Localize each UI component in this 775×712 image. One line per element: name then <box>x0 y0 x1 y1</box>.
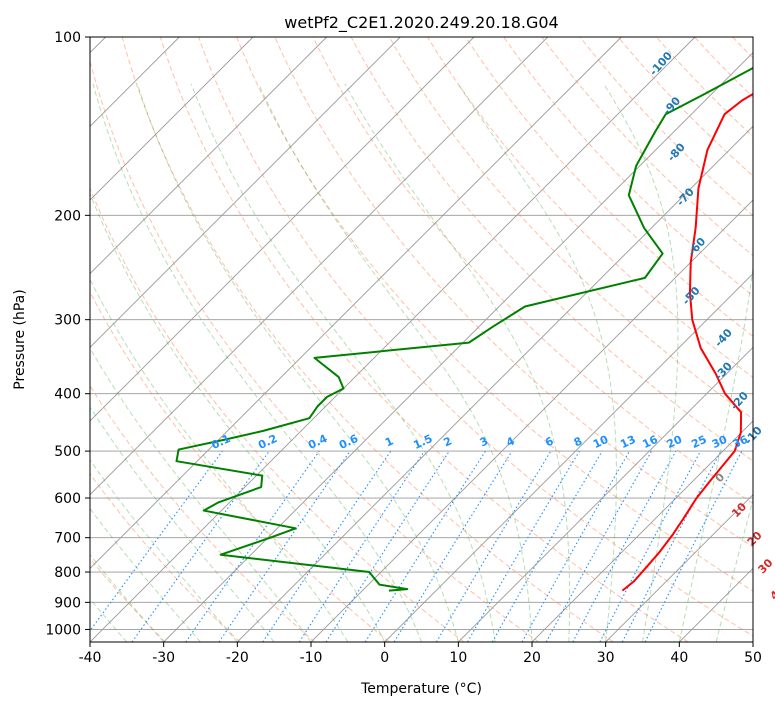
isotherm-gridline <box>90 37 401 348</box>
isotherm-gridline <box>163 52 753 642</box>
y-tick-label: 500 <box>54 444 81 460</box>
x-tick-label: -40 <box>79 650 102 666</box>
axis-ticks: -40 -30 -20 -10 0 10 20 30 40 50 100 200 300 400 500 60… <box>45 30 762 666</box>
y-axis-label: Pressure (hPa) <box>12 289 28 389</box>
mixing-ratio-line <box>521 450 630 642</box>
moist-adiabat <box>190 83 496 642</box>
mixing-ratio-line <box>185 450 320 642</box>
y-tick-label: 800 <box>54 565 81 581</box>
moist-adiabat <box>92 83 422 642</box>
mixing-ratio-label: 30 <box>710 433 730 451</box>
mixing-ratio-label: 10 <box>591 433 611 451</box>
mixing-ratio-label: 36 <box>731 433 751 451</box>
moist-adiabat <box>90 278 349 642</box>
mixing-ratio-label: 13 <box>618 433 637 451</box>
plot-content <box>90 37 753 642</box>
moist-adiabat <box>715 498 753 642</box>
isotherm-gridline <box>458 346 753 642</box>
y-tick-label: 700 <box>54 531 81 547</box>
x-tick-label: 40 <box>670 650 688 666</box>
mixing-ratio-line <box>572 450 677 642</box>
dewpoint-profile-line <box>175 66 753 592</box>
x-tick-label: -30 <box>152 650 175 666</box>
isotherm-gridline <box>237 125 753 642</box>
isotherm-gridline <box>90 37 622 569</box>
mixing-ratio-label: 16 <box>640 433 660 451</box>
mixing-ratio-line <box>364 450 486 642</box>
x-tick-label: -10 <box>300 650 323 666</box>
y-tick-label: 1000 <box>45 622 81 638</box>
dry-adiabat <box>350 37 753 462</box>
dry-adiabat <box>274 37 753 548</box>
plot-frame <box>89 36 754 643</box>
dry-adiabat <box>159 37 689 642</box>
mixing-ratio-label: 20 <box>665 433 685 451</box>
x-tick-label: 0 <box>380 650 389 666</box>
isotherm-gridline <box>90 37 696 642</box>
dry-adiabat <box>90 472 241 642</box>
moist-adiabat <box>678 83 753 642</box>
x-tick-label: 50 <box>744 650 762 666</box>
dry-adiabat <box>503 37 753 297</box>
isotherm-gridline <box>605 494 753 642</box>
mixing-ratio-line <box>90 450 223 632</box>
isotherm-gridline <box>90 37 475 422</box>
y-tick-label: 900 <box>54 595 81 611</box>
y-tick-label: 400 <box>54 387 81 403</box>
mixing-ratio-line <box>545 450 653 642</box>
moist-adiabat <box>90 406 275 642</box>
dry-adiabat <box>236 37 753 592</box>
dry-adiabat <box>90 291 390 642</box>
mixing-ratio-line <box>131 450 270 642</box>
dry-adiabat <box>90 384 316 642</box>
moist-adiabat <box>258 83 533 642</box>
dry-adiabat <box>426 37 753 378</box>
mixing-ratio-line <box>467 450 580 642</box>
mixing-ratio-label: 25 <box>689 433 708 451</box>
isotherm-gridline <box>90 37 254 201</box>
moist-adiabat <box>136 83 459 642</box>
isotherm-gridline <box>90 37 327 275</box>
mixing-ratio-line <box>393 450 513 642</box>
moist-adiabat <box>90 459 238 642</box>
mixing-ratio-line <box>218 450 351 642</box>
y-tick-label: 100 <box>54 30 81 46</box>
mixing-ratio-line <box>435 450 552 642</box>
mixing-ratio-line <box>325 450 450 642</box>
dry-adiabat <box>121 37 614 642</box>
moist-adiabat <box>457 83 617 642</box>
isotherm-gridline <box>531 420 753 642</box>
x-tick-label: 10 <box>449 650 467 666</box>
dry-adiabat <box>579 37 753 217</box>
chart-title: wetPf2_C2E1.2020.249.20.18.G04 <box>284 13 558 33</box>
mixing-ratio-line <box>491 450 603 642</box>
dry-adiabat <box>465 37 753 337</box>
temperature-profile-line <box>621 92 753 592</box>
dry-adiabat <box>90 186 465 642</box>
x-tick-label: 20 <box>523 650 541 666</box>
moist-adiabat <box>344 83 571 642</box>
moist-adiabat <box>603 83 679 642</box>
y-tick-label: 200 <box>54 208 81 224</box>
moist-adiabat <box>90 347 312 642</box>
dry-adiabat <box>312 37 753 505</box>
isotherm-gridline <box>90 37 548 496</box>
plot-background <box>90 37 753 642</box>
isotherm-gridline <box>310 199 753 642</box>
x-tick-label: 30 <box>597 650 615 666</box>
dry-adiabat <box>90 59 540 642</box>
x-axis-label: Temperature (°C) <box>360 681 482 697</box>
y-tick-label: 300 <box>54 313 81 329</box>
x-tick-label: -20 <box>226 650 249 666</box>
isotherm-gridline <box>384 273 753 642</box>
theta-label: 40 <box>768 582 775 602</box>
y-tick-label: 600 <box>54 491 81 507</box>
